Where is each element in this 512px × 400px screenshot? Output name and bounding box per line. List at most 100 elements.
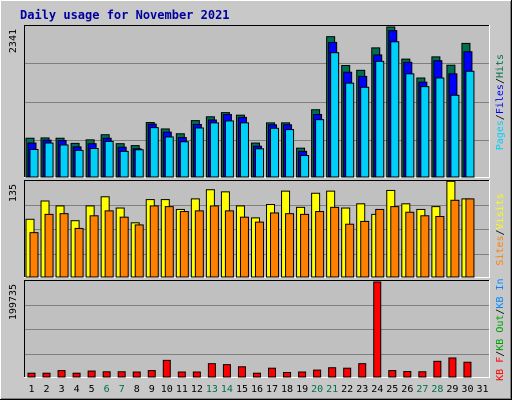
bar-pages-day-23 xyxy=(360,86,370,178)
x-tick-label-day-30: 30 xyxy=(461,384,473,395)
y-axis-max-label-3: 199735 xyxy=(8,284,19,320)
bar-sites-day-11-rect xyxy=(179,211,189,278)
bar-pages-day-22 xyxy=(345,82,355,178)
bar-kb-f-day-12-rect xyxy=(192,371,201,378)
bar-pages-day-8-rect xyxy=(134,149,144,178)
bar-pages-day-5 xyxy=(89,147,99,178)
bar-sites-day-8-rect xyxy=(134,224,144,278)
bar-pages-day-4 xyxy=(74,149,84,178)
bar-sites-day-4-rect xyxy=(74,227,84,278)
bar-sites-day-1-rect xyxy=(29,232,39,278)
bar-kb-f-day-21 xyxy=(328,367,337,378)
bar-kb-f-day-27-rect xyxy=(418,371,427,378)
bar-pages-day-17-rect xyxy=(270,127,280,178)
bar-pages-day-9-rect xyxy=(149,127,159,178)
bar-sites-day-17-rect xyxy=(270,212,280,278)
bar-sites-day-10-rect xyxy=(164,206,174,278)
bar-pages-day-15 xyxy=(239,122,249,178)
bar-pages-day-14-rect xyxy=(224,120,234,178)
bar-sites-day-9 xyxy=(149,205,159,278)
bar-pages-day-2 xyxy=(44,142,54,178)
bar-kb-f-day-23-rect xyxy=(358,363,367,378)
bar-kb-f-day-13 xyxy=(207,363,216,378)
bar-sites-day-25-rect xyxy=(390,206,400,278)
bar-sites-day-28-rect xyxy=(435,215,445,278)
bar-pages-day-16 xyxy=(254,148,264,178)
x-tick-label-day-20: 20 xyxy=(311,384,323,395)
x-tick-label-day-28: 28 xyxy=(431,384,443,395)
legend-entry-kb-in: KB In xyxy=(495,278,506,308)
bar-pages-day-20 xyxy=(315,119,325,178)
bar-kb-f-day-6-rect xyxy=(102,371,111,378)
bar-sites-day-2-rect xyxy=(44,213,54,278)
bar-kb-f-day-5-rect xyxy=(87,370,96,378)
bar-pages-day-29 xyxy=(450,94,460,178)
x-tick-label-day-31: 31 xyxy=(476,384,488,395)
bar-sites-day-12-rect xyxy=(194,210,204,278)
bar-kb-f-day-26-rect xyxy=(403,371,412,378)
bar-sites-day-1 xyxy=(29,232,39,278)
bar-pages-day-11-rect xyxy=(179,141,189,178)
bar-sites-day-27-rect xyxy=(420,215,430,278)
bar-kb-f-day-2 xyxy=(42,372,51,378)
bar-kb-f-day-15-rect xyxy=(237,366,246,378)
bar-pages-day-22-rect xyxy=(345,82,355,178)
x-tick-label-day-21: 21 xyxy=(326,384,338,395)
bar-kb-f-day-20 xyxy=(313,369,322,378)
bar-sites-day-5 xyxy=(89,215,99,278)
bar-kb-f-day-12 xyxy=(192,371,201,378)
bar-kb-f-day-14-rect xyxy=(222,364,231,378)
bar-pages-day-28 xyxy=(435,77,445,178)
x-tick-label-day-9: 9 xyxy=(149,384,155,395)
bar-kb-f-day-19-rect xyxy=(298,371,307,378)
bar-pages-day-2-rect xyxy=(44,142,54,178)
bar-pages-day-5-rect xyxy=(89,147,99,178)
x-tick-label-day-8: 8 xyxy=(134,384,140,395)
legend-3: KB F/KB Out/KB In xyxy=(495,278,506,380)
x-tick-label-day-2: 2 xyxy=(44,384,50,395)
x-tick-label-day-25: 25 xyxy=(386,384,398,395)
bar-sites-day-15 xyxy=(239,216,249,278)
bar-pages-day-20-rect xyxy=(315,119,325,178)
bar-kb-f-day-29-rect xyxy=(448,357,457,378)
x-tick-label-day-29: 29 xyxy=(446,384,458,395)
bar-pages-day-24-rect xyxy=(375,60,385,178)
bar-sites-day-14 xyxy=(224,210,234,278)
bar-pages-day-29-rect xyxy=(450,94,460,178)
x-tick-label-day-11: 11 xyxy=(176,384,188,395)
bar-pages-day-15-rect xyxy=(239,122,249,178)
bar-kb-f-day-6 xyxy=(102,371,111,378)
bar-sites-day-24-rect xyxy=(375,208,385,278)
legend-entry-kb-f: KB F xyxy=(495,357,506,381)
legend-text-2: Sites/Visits xyxy=(495,193,506,265)
x-tick-label-day-12: 12 xyxy=(191,384,203,395)
legend-entry-visits: Visits xyxy=(495,193,506,229)
bar-pages-day-19 xyxy=(300,155,310,178)
bar-sites-day-29 xyxy=(450,199,460,278)
bar-sites-day-21 xyxy=(330,206,340,278)
y-axis-max-label-2: 135 xyxy=(8,184,19,202)
y-axis-max-label-1: 2341 xyxy=(8,29,19,53)
legend-text-1: Pages/Files/Hits xyxy=(495,54,506,150)
bar-pages-day-26-rect xyxy=(405,73,415,178)
bar-pages-day-17 xyxy=(270,127,280,178)
bar-pages-day-7 xyxy=(119,150,129,178)
bar-kb-f-day-8-rect xyxy=(132,371,141,378)
bar-pages-day-18-rect xyxy=(285,129,295,178)
bar-kb-f-day-28 xyxy=(433,360,442,378)
x-tick-label-day-3: 3 xyxy=(59,384,65,395)
bar-kb-f-day-27 xyxy=(418,371,427,378)
bar-kb-f-day-21-rect xyxy=(328,367,337,378)
bar-kb-f-day-11 xyxy=(177,371,186,378)
bar-kb-f-day-18-rect xyxy=(283,371,292,378)
bar-pages-day-28-rect xyxy=(435,77,445,178)
x-tick-label-day-22: 22 xyxy=(341,384,353,395)
legend-separator: / xyxy=(495,309,506,315)
bar-kb-f-day-3 xyxy=(57,370,66,378)
bar-sites-day-6 xyxy=(104,210,114,278)
bar-pages-day-3-rect xyxy=(59,144,69,178)
legend-entry-pages: Pages xyxy=(495,120,506,150)
bar-sites-day-30 xyxy=(465,198,475,278)
bar-sites-day-8 xyxy=(134,224,144,278)
bar-kb-f-day-7-rect xyxy=(117,371,126,378)
